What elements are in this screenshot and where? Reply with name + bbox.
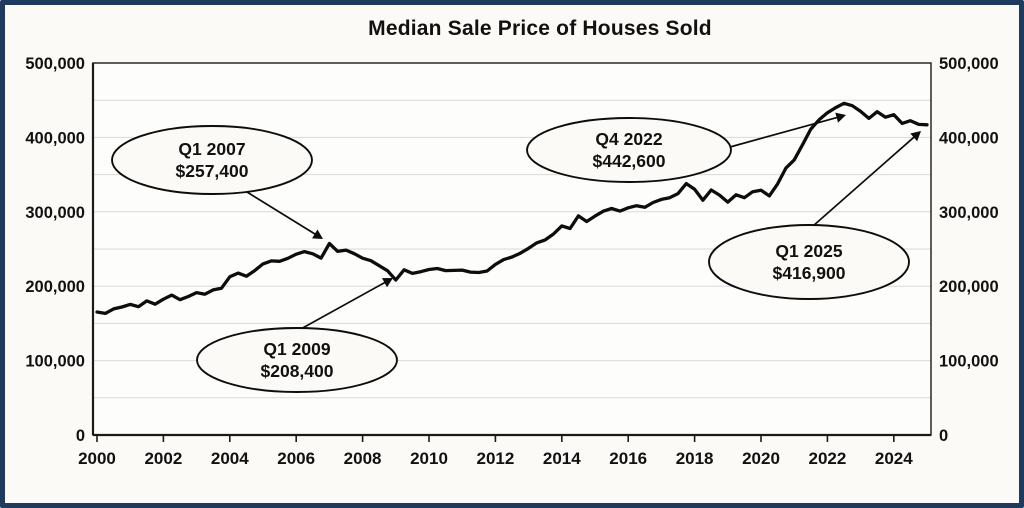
- callout-quarter-label: Q1 2007: [178, 139, 245, 159]
- y-tick-label-left: 300,000: [25, 204, 85, 222]
- x-tick-label: 2010: [410, 449, 448, 468]
- x-tick-label: 2020: [742, 449, 780, 468]
- callout-arrowhead: [910, 131, 921, 142]
- y-tick-label-right: 300,000: [939, 204, 999, 222]
- callout-price-label: $416,900: [773, 263, 846, 283]
- callout-ellipse: [196, 327, 398, 393]
- series-line: [95, 101, 929, 316]
- callout-arrow: [298, 281, 386, 331]
- y-tick-label-right: 0: [939, 427, 948, 445]
- callout-arrow: [729, 116, 838, 148]
- y-tick-label-left: 200,000: [25, 278, 85, 296]
- y-tick-label-left: 500,000: [25, 55, 85, 73]
- callout-arrow: [812, 136, 915, 227]
- callout-arrowhead: [312, 229, 323, 239]
- callout-arrow: [246, 191, 316, 235]
- chart-title: Median Sale Price of Houses Sold: [368, 17, 712, 40]
- x-tick-label: 2012: [476, 449, 514, 468]
- callout-ellipse: [526, 117, 732, 183]
- price-chart: 2000 2002 2004 2006 2008 2010 2012 2014 2016 2018…: [25, 55, 999, 468]
- y-tick-label-left: 400,000: [25, 129, 85, 147]
- callout-quarter-label: Q1 2009: [263, 339, 330, 359]
- x-tick-label: 2024: [875, 449, 913, 468]
- callout-arrowhead: [382, 278, 393, 288]
- callout-price-label: $208,400: [261, 361, 334, 381]
- callout-price-label: $442,600: [593, 151, 666, 171]
- callout-arrowhead: [835, 112, 846, 123]
- callout-quarter-label: Q1 2025: [775, 241, 842, 261]
- callout-ellipse: [111, 125, 313, 195]
- x-tick-label: 2004: [211, 449, 249, 468]
- x-tick-label: 2000: [78, 449, 116, 468]
- callout-price-label: $257,400: [176, 161, 249, 181]
- y-tick-label-left: 0: [76, 427, 85, 445]
- callout-quarter-label: Q4 2022: [595, 129, 662, 149]
- x-tick-label: 2014: [543, 449, 581, 468]
- y-tick-label-right: 100,000: [939, 353, 999, 371]
- x-tick-label: 2022: [808, 449, 846, 468]
- y-tick-label-right: 200,000: [939, 278, 999, 296]
- x-tick-label: 2006: [277, 449, 315, 468]
- callout-ellipse: [708, 224, 910, 300]
- x-tick-label: 2018: [676, 449, 714, 468]
- y-tick-label-right: 500,000: [939, 55, 999, 73]
- x-tick-label: 2008: [344, 449, 382, 468]
- y-tick-label-left: 100,000: [25, 353, 85, 371]
- x-tick-label: 2016: [609, 449, 647, 468]
- y-tick-label-right: 400,000: [939, 129, 999, 147]
- x-tick-label: 2002: [144, 449, 182, 468]
